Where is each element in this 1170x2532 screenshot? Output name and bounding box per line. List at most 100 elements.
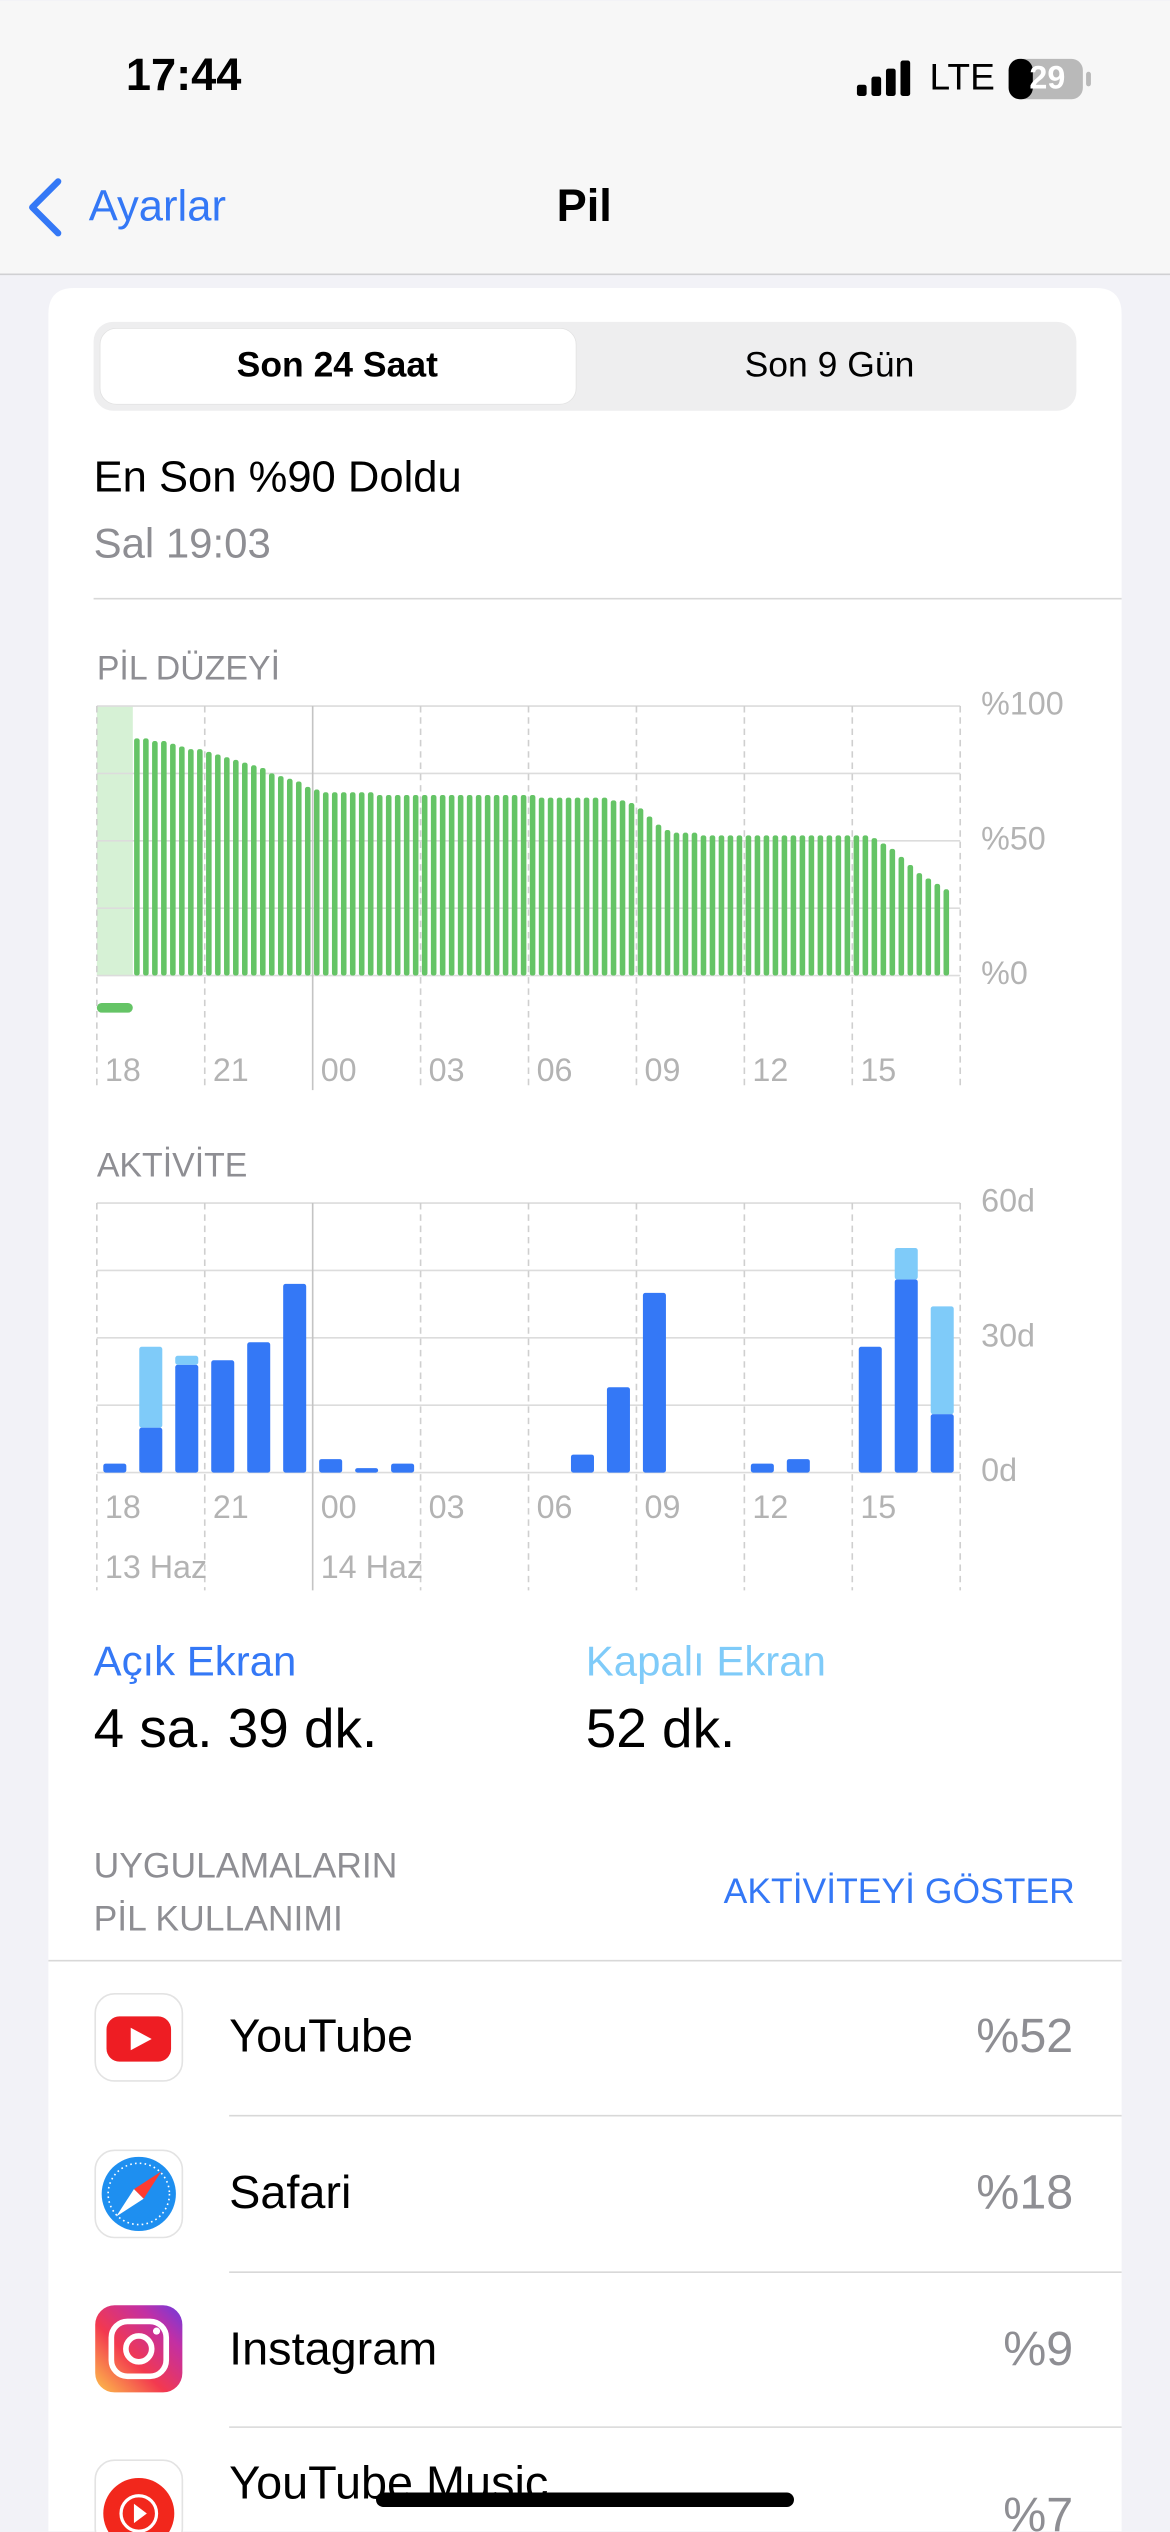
battery-bar bbox=[385, 794, 392, 976]
y-tick-label: %0 bbox=[981, 955, 1028, 991]
battery-bar bbox=[691, 832, 698, 976]
segment[interactable]: Son 24 Saat bbox=[237, 344, 438, 384]
battery-bar bbox=[898, 856, 905, 976]
battery-bar bbox=[277, 776, 284, 976]
activity-bar bbox=[786, 1459, 810, 1473]
activity-bar bbox=[139, 1427, 163, 1473]
activity-bar bbox=[894, 1279, 918, 1473]
battery-bar bbox=[817, 835, 824, 976]
battery-bar bbox=[700, 835, 707, 976]
battery-bar bbox=[646, 816, 653, 976]
battery-bar bbox=[619, 800, 626, 976]
battery-bar bbox=[799, 835, 806, 976]
battery-bar bbox=[664, 829, 671, 976]
battery-bar bbox=[772, 835, 779, 976]
battery-bar bbox=[529, 794, 536, 976]
charts: PİL DÜZEYİ %0 %50 %100 18 21 00 03 06 09 12 15 AKTİV… bbox=[96, 649, 1064, 1591]
status-network: LTE bbox=[930, 56, 995, 98]
battery-bar bbox=[251, 765, 257, 976]
battery-bar bbox=[592, 797, 599, 976]
battery-bar bbox=[412, 794, 419, 976]
battery-bar bbox=[179, 746, 185, 976]
x-tick-label: 06 bbox=[537, 1052, 573, 1088]
home-indicator bbox=[376, 2492, 794, 2508]
y-tick-label: 0d bbox=[981, 1452, 1017, 1488]
battery-bar bbox=[197, 749, 203, 976]
battery-icon bbox=[1008, 58, 1091, 100]
activity-bar bbox=[570, 1454, 594, 1473]
x-tick-label: 15 bbox=[860, 1489, 896, 1525]
battery-bar bbox=[565, 797, 572, 976]
battery-bar bbox=[610, 800, 617, 976]
legend-label: Açık Ekran bbox=[94, 1638, 297, 1685]
battery-bar bbox=[313, 789, 320, 976]
app-usage: %18 bbox=[976, 2165, 1073, 2219]
battery-bar bbox=[466, 794, 473, 976]
screen-on-total: 4 sa. 39 dk. bbox=[94, 1697, 378, 1759]
battery-bar bbox=[628, 803, 635, 976]
battery-bar bbox=[448, 794, 455, 976]
section-title: UYGULAMALARIN bbox=[94, 1845, 398, 1885]
segment[interactable]: Son 9 Gün bbox=[745, 344, 915, 384]
battery-bar bbox=[421, 794, 428, 976]
battery-bar bbox=[943, 889, 950, 976]
app-usage: %7 bbox=[1003, 2488, 1073, 2532]
x-tick-label: 21 bbox=[213, 1052, 249, 1088]
activity-bar bbox=[930, 1414, 954, 1473]
chart-title: AKTİVİTE bbox=[97, 1147, 248, 1185]
x-tick-label: 00 bbox=[321, 1052, 357, 1088]
battery-bar bbox=[143, 738, 149, 976]
battery-bar bbox=[574, 797, 581, 976]
app-usage: %52 bbox=[976, 2009, 1073, 2063]
x-tick-label: 03 bbox=[429, 1052, 465, 1088]
battery-bar bbox=[520, 794, 527, 976]
battery-bar bbox=[682, 832, 689, 976]
activity-bar bbox=[355, 1468, 379, 1473]
app-name: Instagram bbox=[229, 2322, 437, 2374]
battery-bar bbox=[862, 835, 869, 976]
activity-bar bbox=[175, 1355, 199, 1365]
battery-bar bbox=[475, 794, 482, 976]
last-charge-title: En Son %90 Doldu bbox=[94, 454, 462, 502]
battery-bar bbox=[709, 835, 716, 976]
header-bg bbox=[0, 0, 1170, 274]
activity-bar bbox=[858, 1346, 882, 1473]
last-charge-time: Sal 19:03 bbox=[94, 519, 271, 566]
battery-bar bbox=[754, 835, 761, 976]
battery-bar bbox=[844, 835, 851, 976]
date-label: 13 Haz bbox=[105, 1549, 207, 1585]
section-title: PİL KULLANIMI bbox=[94, 1899, 343, 1939]
segment-selected[interactable] bbox=[99, 327, 577, 405]
status-battery: 29 bbox=[1029, 59, 1065, 95]
signal-icon bbox=[856, 60, 911, 96]
battery-bar bbox=[224, 757, 230, 976]
battery-bar bbox=[853, 835, 860, 976]
show-activity[interactable]: AKTİVİTEYİ GÖSTER bbox=[724, 1871, 1075, 1911]
battery-bar bbox=[673, 832, 680, 976]
battery-bar bbox=[934, 883, 941, 976]
battery-bar bbox=[457, 794, 464, 976]
activity-bar bbox=[139, 1346, 163, 1428]
battery-bar bbox=[727, 835, 734, 976]
x-tick-label: 18 bbox=[105, 1489, 141, 1525]
battery-bar bbox=[304, 786, 311, 976]
chart-title: PİL DÜZEYİ bbox=[97, 649, 280, 687]
activity-bar bbox=[606, 1387, 630, 1473]
back-chevron[interactable] bbox=[29, 178, 62, 237]
battery-bar bbox=[790, 835, 797, 976]
y-tick-label: 30d bbox=[981, 1317, 1035, 1353]
x-tick-label: 09 bbox=[645, 1052, 681, 1088]
x-tick-label: 21 bbox=[213, 1489, 249, 1525]
back-button[interactable]: Ayarlar bbox=[89, 182, 226, 230]
activity-bar bbox=[930, 1306, 954, 1415]
battery-bar bbox=[655, 824, 662, 976]
battery-bar bbox=[260, 767, 266, 976]
app-usage: %9 bbox=[1003, 2322, 1073, 2376]
date-label: 14 Haz bbox=[321, 1549, 423, 1585]
nav-title: Pil bbox=[557, 180, 612, 231]
app-icon bbox=[95, 2305, 183, 2393]
battery-bar bbox=[763, 835, 770, 976]
activity-bar bbox=[103, 1463, 127, 1473]
